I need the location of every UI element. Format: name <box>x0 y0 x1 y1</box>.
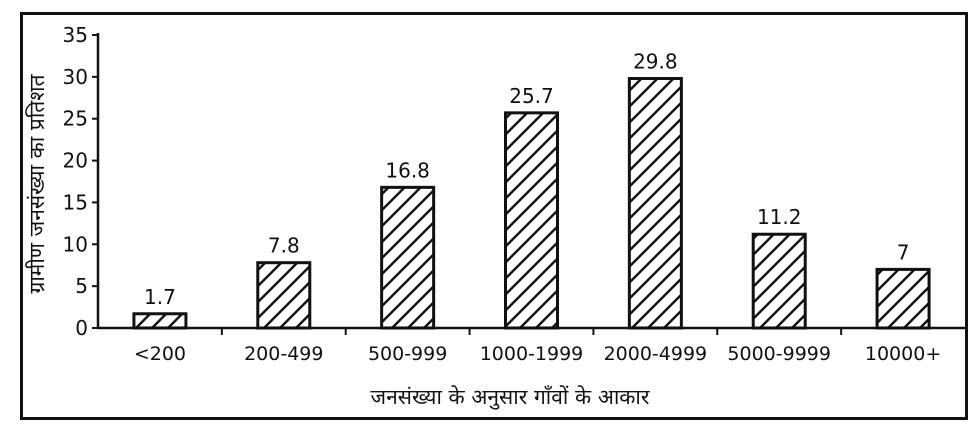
y-tick-label: 15 <box>63 190 88 214</box>
x-tick-label: 500-999 <box>368 343 447 365</box>
y-tick-label: 0 <box>75 316 88 340</box>
bar <box>751 232 807 330</box>
x-tick-label: 10000+ <box>865 343 941 365</box>
bars <box>132 77 931 330</box>
bar <box>132 312 188 330</box>
value-labels: 1.7 7.8 16.8 25.7 29.8 11.2 7 <box>144 50 909 309</box>
data-label: 16.8 <box>385 158 430 182</box>
data-label: 7.8 <box>268 234 300 258</box>
y-tick-label: 30 <box>63 65 88 89</box>
y-tick-label: 35 <box>63 23 88 47</box>
y-tick-label: 25 <box>63 107 88 131</box>
y-tick-label: 10 <box>63 232 88 256</box>
x-tick-label: 1000-1999 <box>480 343 584 365</box>
y-tick-label: 20 <box>63 149 88 173</box>
x-tick-label: 2000-4999 <box>604 343 708 365</box>
data-label: 25.7 <box>509 84 554 108</box>
bar <box>504 111 559 330</box>
bar <box>380 185 436 330</box>
data-label: 1.7 <box>144 285 176 309</box>
x-axis-title: जनसंख्या के अनुसार गाँवों के आकार <box>371 385 650 410</box>
axes: 0 5 10 15 20 25 30 35 <200 200-499 500-999 1000-199… <box>63 23 965 365</box>
chart-frame <box>20 12 968 420</box>
bar <box>627 77 683 330</box>
y-tick-label: 5 <box>75 274 88 298</box>
x-tick-label: <200 <box>134 343 186 365</box>
data-label: 11.2 <box>757 205 802 229</box>
bar <box>875 267 931 330</box>
y-axis-title: ग्रामीण जनसंख्या का प्रतिशत <box>25 73 49 293</box>
data-label: 29.8 <box>633 50 678 74</box>
bar <box>256 261 312 330</box>
data-label: 7 <box>897 240 910 264</box>
x-tick-label: 5000-9999 <box>727 343 831 365</box>
x-tick-label: 200-499 <box>244 343 323 365</box>
